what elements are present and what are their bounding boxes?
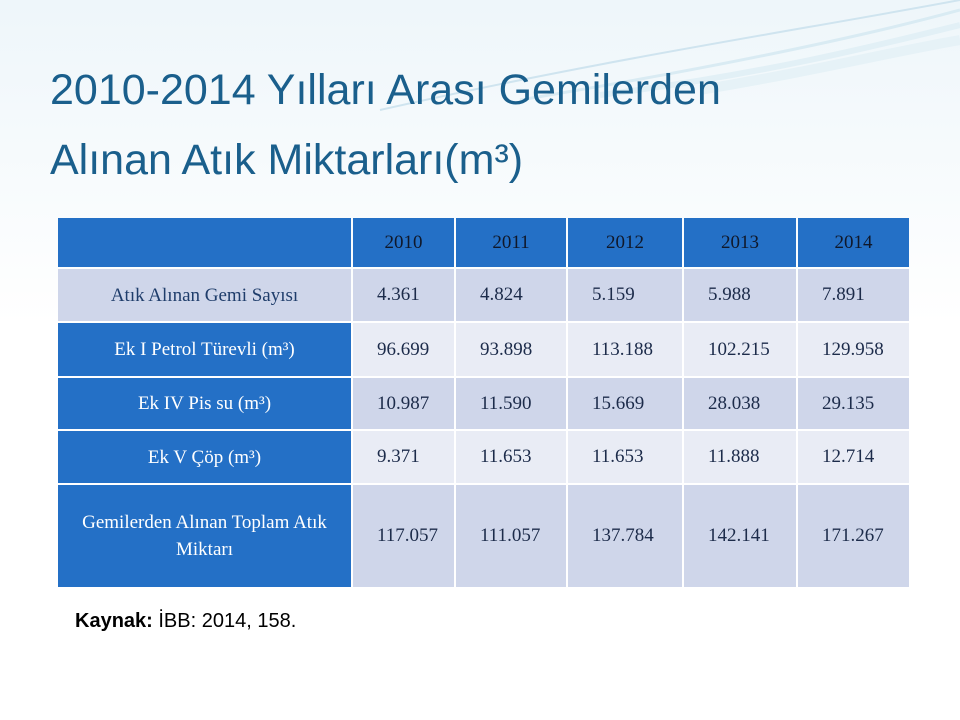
- data-cell: 29.135: [798, 378, 909, 429]
- data-cell: 93.898: [456, 323, 566, 376]
- data-cell: 11.653: [456, 431, 566, 483]
- title-line: 2010-2014 Yılları Arası Gemilerden: [50, 66, 721, 114]
- data-cell: 12.714: [798, 431, 909, 483]
- data-cell: 113.188: [568, 323, 682, 376]
- row-label: Ek IV Pis su (m³): [58, 378, 351, 429]
- header-cell: 2010: [353, 218, 454, 267]
- source: Kaynak: İBB: 2014, 158.: [75, 610, 296, 633]
- data-cell: 111.057: [456, 485, 566, 587]
- row-label: Atık Alınan Gemi Sayısı: [58, 269, 351, 321]
- row-label: Ek V Çöp (m³): [58, 431, 351, 483]
- data-cell: 5.988: [684, 269, 796, 321]
- data-cell: 117.057: [353, 485, 454, 587]
- row-label: Ek I Petrol Türevli (m³): [58, 323, 351, 376]
- data-cell: 15.669: [568, 378, 682, 429]
- data-cell: 142.141: [684, 485, 796, 587]
- row-label: Gemilerden Alınan Toplam Atık Miktarı: [58, 485, 351, 587]
- data-cell: 96.699: [353, 323, 454, 376]
- header-cell: 2011: [456, 218, 566, 267]
- data-cell: 28.038: [684, 378, 796, 429]
- data-cell: 4.824: [456, 269, 566, 321]
- data-cell: 11.653: [568, 431, 682, 483]
- data-cell: 171.267: [798, 485, 909, 587]
- data-cell: 129.958: [798, 323, 909, 376]
- header-cell: 2012: [568, 218, 682, 267]
- data-cell: 4.361: [353, 269, 454, 321]
- data-cell: 9.371: [353, 431, 454, 483]
- source-label: Kaynak:: [75, 610, 153, 632]
- header-cell: 2014: [798, 218, 909, 267]
- title-line: Alınan Atık Miktarları(m³): [50, 136, 524, 184]
- data-cell: 10.987: [353, 378, 454, 429]
- data-cell: 7.891: [798, 269, 909, 321]
- data-cell: 11.590: [456, 378, 566, 429]
- decoration: [379, 0, 960, 111]
- data-cell: 5.159: [568, 269, 682, 321]
- header-cell: 2013: [684, 218, 796, 267]
- table: 2010 2011 2012 2013 2014 Atık Alınan Gemi Say…: [57, 217, 910, 588]
- header-cell: [58, 218, 351, 267]
- data-cell: 11.888: [684, 431, 796, 483]
- source-text: İBB: 2014, 158.: [158, 610, 297, 632]
- data-cell: 102.215: [684, 323, 796, 376]
- slide-title: 2010-2014 Yılları Arası Gemilerden Alına…: [50, 55, 930, 195]
- data-cell: 137.784: [568, 485, 682, 587]
